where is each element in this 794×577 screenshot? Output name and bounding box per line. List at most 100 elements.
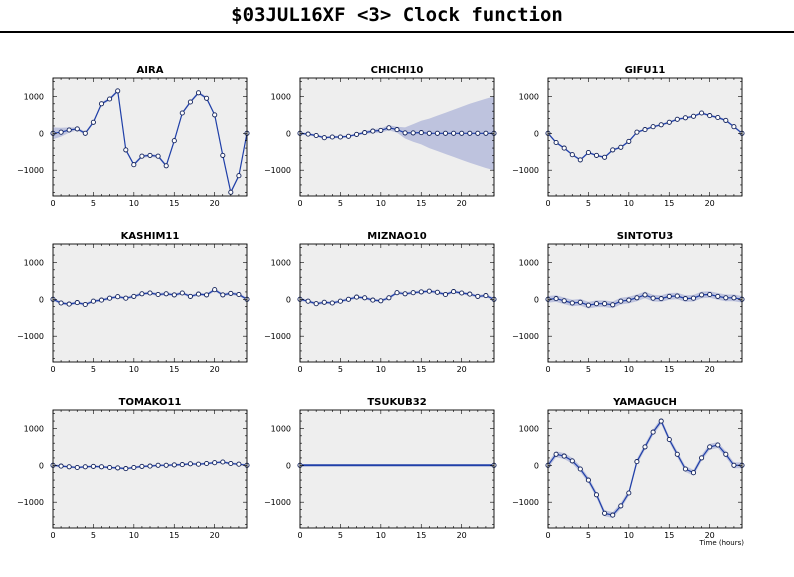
panel-title: KASHIM11 [121, 231, 180, 242]
data-point [434, 130, 440, 136]
data-point [618, 144, 624, 150]
data-point [642, 292, 648, 298]
chart-panel: 0 5 10 15 20 −1000 0 1000 TOMAKO11 [17, 397, 250, 540]
y-tick-label: −1000 [264, 166, 291, 175]
data-point [378, 127, 384, 133]
data-point [386, 125, 392, 131]
data-point [187, 99, 193, 105]
x-tick-label: 15 [169, 199, 179, 208]
chart-panel: 0 5 10 15 20 −1000 0 1000 YAMAGUCH [512, 397, 745, 540]
x-tick-label: 5 [338, 365, 343, 374]
data-point [354, 294, 360, 300]
data-point [410, 130, 416, 136]
data-point [98, 101, 105, 107]
data-point [147, 463, 153, 469]
y-tick-label: 0 [39, 461, 44, 470]
chart-panel: 0 5 10 15 20 −1000 0 1000 MIZNAO10 [264, 231, 497, 374]
x-tick-label: 20 [210, 365, 220, 374]
data-point [682, 115, 688, 121]
y-tick-label: 1000 [271, 92, 291, 101]
data-point [467, 130, 473, 136]
data-point [74, 300, 80, 306]
chart-panel: 0 5 10 15 20 −1000 0 1000 AIRA [17, 65, 250, 208]
panel-title: TOMAKO11 [119, 397, 182, 408]
data-point [321, 299, 327, 305]
x-tick-label: 20 [457, 531, 467, 540]
data-point [674, 116, 680, 122]
x-axis-label: Time (hours) [699, 539, 745, 547]
data-point [212, 112, 218, 118]
data-point [98, 297, 105, 303]
data-point [650, 429, 656, 435]
x-tick-label: 0 [50, 199, 55, 208]
y-tick-label: 1000 [271, 258, 291, 267]
x-tick-label: 0 [297, 531, 302, 540]
data-point [313, 132, 319, 139]
data-point [195, 291, 202, 297]
data-point [642, 444, 648, 450]
panel-title: AIRA [137, 65, 164, 76]
data-point [90, 463, 96, 469]
x-tick-label: 15 [169, 365, 179, 374]
plot-frame [547, 243, 743, 363]
data-point [666, 293, 672, 299]
y-tick-label: 0 [534, 129, 539, 138]
data-point [553, 139, 559, 146]
data-point [305, 298, 311, 304]
data-point [155, 291, 161, 298]
y-tick-label: 0 [286, 295, 291, 304]
data-point [220, 459, 226, 465]
data-point [171, 138, 177, 144]
data-point [707, 113, 713, 119]
x-tick-label: 0 [297, 365, 302, 374]
data-point [442, 130, 449, 136]
x-tick-label: 10 [624, 365, 634, 374]
y-tick-label: 0 [39, 295, 44, 304]
data-point [723, 117, 729, 123]
data-point [139, 153, 145, 159]
data-point [707, 444, 713, 450]
data-point [561, 298, 567, 304]
data-point [179, 110, 185, 116]
data-point [123, 147, 129, 153]
data-point [402, 130, 408, 136]
plot-frame [547, 409, 743, 529]
data-point [618, 298, 624, 304]
y-tick-label: 0 [286, 461, 291, 470]
data-point [74, 126, 80, 132]
plot-frame [547, 77, 743, 197]
data-point [715, 442, 721, 448]
data-point [321, 135, 327, 141]
data-point [58, 300, 64, 306]
x-tick-label: 10 [129, 199, 139, 208]
y-tick-label: 1000 [24, 258, 44, 267]
data-point [345, 133, 352, 139]
data-point [115, 294, 121, 300]
data-point [553, 296, 559, 302]
data-point [313, 301, 319, 307]
data-point [569, 458, 575, 464]
data-point [228, 290, 234, 296]
data-point [593, 301, 600, 307]
x-tick-label: 5 [586, 365, 591, 374]
y-tick-label: −1000 [17, 332, 44, 341]
data-point [139, 463, 145, 469]
chart-panel: 0 5 10 15 20 −1000 0 1000 CHICHI10 [264, 65, 497, 208]
data-point [386, 295, 392, 301]
data-point [236, 291, 242, 298]
data-point [723, 295, 729, 301]
x-tick-label: 5 [91, 365, 96, 374]
x-tick-label: 0 [545, 531, 550, 540]
data-point [593, 492, 600, 498]
data-point [658, 122, 664, 128]
x-tick-label: 5 [338, 531, 343, 540]
data-point [690, 113, 697, 119]
data-point [204, 95, 210, 101]
data-point [147, 290, 153, 296]
data-point [690, 470, 697, 476]
data-point [585, 477, 591, 483]
data-point [731, 462, 737, 468]
data-point [82, 301, 88, 308]
title-divider [0, 31, 794, 33]
x-tick-label: 10 [624, 199, 634, 208]
